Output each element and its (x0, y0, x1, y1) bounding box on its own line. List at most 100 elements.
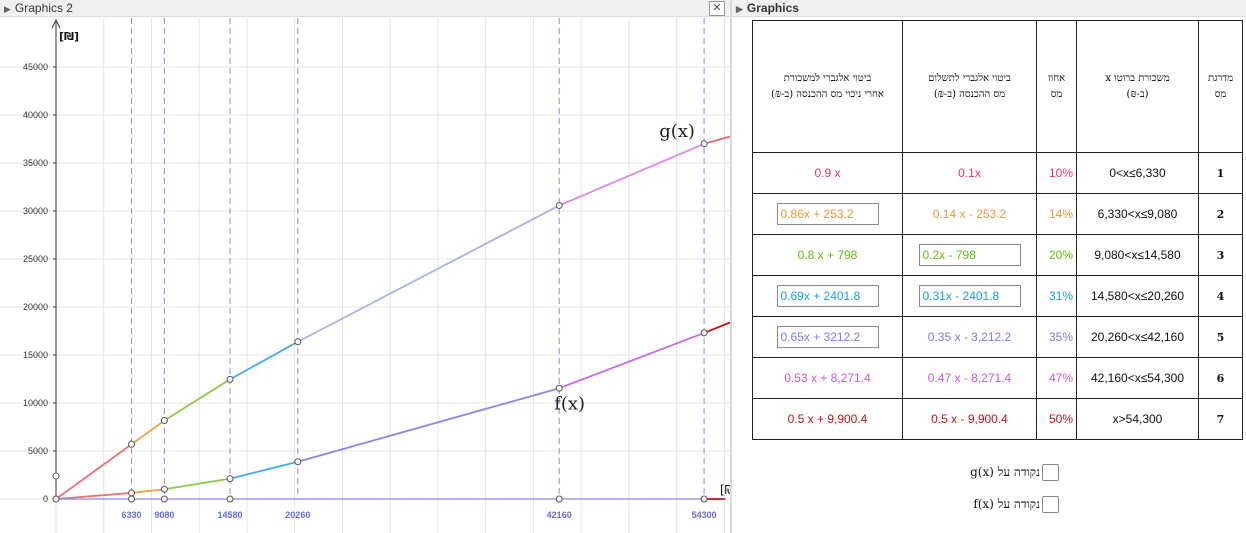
collapse-triangle-icon[interactable]: ▶ (736, 4, 743, 14)
graphics-2-titlebar[interactable]: ▶ Graphics 2 ✕ (0, 0, 731, 17)
header-tax-expression: ביטוי אלגברי לתשלום מס ההכנסה (ב-₪) (902, 20, 1037, 153)
tax-expression-cell-text[interactable]: 0.2x - 798 (918, 244, 1021, 266)
graph-canvas[interactable]: 0 5000 10000 15000 20000 25000 30000 35000 40000… (0, 18, 730, 533)
x-tick-label: 14580 (218, 510, 243, 520)
net-expression-cell: 0.5 x + 9,900.4 (752, 398, 903, 440)
tax-percent-cell: 10% (1036, 152, 1077, 194)
f-series-point[interactable] (226, 475, 234, 483)
f-series-point[interactable] (294, 458, 302, 466)
tax-expression-cell[interactable]: 0.2x - 798 (902, 234, 1037, 276)
bracket-number-cell: 5 (1198, 316, 1243, 358)
axis-point[interactable] (700, 495, 708, 503)
bracket-number-cell: 2 (1198, 193, 1243, 235)
f-series-segment (558, 332, 705, 390)
g-series-segment (297, 204, 560, 343)
net-expression-cell[interactable]: 0.69x + 2401.8 (752, 275, 903, 317)
table-header-row: ביטוי אלגברי למשכורת אחרי ניכוי מס ההכנסה… (752, 20, 1243, 153)
table-row: 0.5 x + 9,900.4 0.5 x - 9,900.4 50% x>54,30… (752, 398, 1243, 440)
f-series-point[interactable] (160, 485, 168, 493)
x-tick-label: 6330 (122, 510, 142, 520)
origin-point[interactable] (52, 495, 60, 503)
net-expression-cell[interactable]: 0.65x + 3212.2 (752, 316, 903, 358)
g-series-point[interactable] (128, 440, 136, 448)
bracket-number-cell: 6 (1198, 357, 1243, 399)
header-tax-percent: אחוז מס (1036, 20, 1077, 153)
y-axis-point[interactable] (52, 472, 60, 480)
bracket-number-cell-text: 2 (1216, 207, 1225, 221)
axis-point[interactable] (128, 495, 136, 503)
gross-range-cell-text: 6,330<x≤9,080 (1097, 207, 1178, 221)
g-series-segment (558, 142, 705, 207)
net-expression-cell: 0.8 x + 798 (752, 234, 903, 276)
y-tick-label: 45000 (23, 62, 48, 72)
tax-expression-cell[interactable]: 0.31x - 2401.8 (902, 275, 1037, 317)
g-series-segment (229, 340, 299, 381)
g-series-point[interactable] (160, 417, 168, 425)
gross-range-cell-text: x>54,300 (1112, 412, 1163, 426)
bracket-number-cell: 3 (1198, 234, 1243, 276)
f-series-segment (703, 321, 730, 334)
f-series-point[interactable] (555, 384, 563, 392)
y-tick-label: 15000 (23, 350, 48, 360)
tax-expression-cell: 0.14 x - 253.2 (902, 193, 1037, 235)
bracket-number-cell-text: 3 (1216, 248, 1225, 262)
x-tick-label: 54300 (692, 510, 717, 520)
tax-percent-cell: 20% (1036, 234, 1077, 276)
graphics-title: Graphics (746, 1, 799, 15)
bracket-number-cell-text: 5 (1216, 330, 1225, 344)
g-series-segment (131, 419, 165, 446)
tax-expression-cell-text: 0.47 x - 8,271.4 (927, 371, 1012, 385)
net-expression-cell-text[interactable]: 0.86x + 253.2 (776, 203, 879, 225)
net-expression-cell-text[interactable]: 0.69x + 2401.8 (776, 285, 879, 307)
tax-expression-cell: 0.5 x - 9,900.4 (902, 398, 1037, 440)
tax-expression-cell-text: 0.14 x - 253.2 (932, 207, 1007, 221)
g-series-point[interactable] (555, 202, 563, 210)
axis-point[interactable] (160, 495, 168, 503)
tax-expression-cell: 0.47 x - 8,271.4 (902, 357, 1037, 399)
bracket-number-cell-text: 7 (1216, 412, 1225, 426)
gross-range-cell: 9,080<x≤14,580 (1076, 234, 1199, 276)
close-icon[interactable]: ✕ (709, 1, 725, 16)
graphics-titlebar[interactable]: ▶ Graphics (732, 0, 1246, 17)
net-expression-cell-text[interactable]: 0.65x + 3212.2 (776, 326, 879, 348)
net-expression-cell[interactable]: 0.86x + 253.2 (752, 193, 903, 235)
checkbox-g[interactable] (1042, 464, 1059, 481)
gross-range-cell: 42,160<x≤54,300 (1076, 357, 1199, 399)
gross-range-cell-text: 42,160<x≤54,300 (1091, 371, 1184, 385)
tax-expression-cell-text: 0.1x (958, 166, 981, 180)
y-tick-label: 10000 (23, 398, 48, 408)
tax-expression-cell-text: 0.5 x - 9,900.4 (931, 412, 1008, 426)
checkbox-f-label: נקודה על f(x) (973, 497, 1040, 511)
table-row: 0.53 x + 8,271.4 0.47 x - 8,271.4 47% 42,16… (752, 357, 1243, 399)
table-row: 0.9 x 0.1x 10% 0<x≤6,330 1 (752, 152, 1243, 194)
f-series-segment (55, 492, 132, 500)
tax-percent-cell: 31% (1036, 275, 1077, 317)
collapse-triangle-icon[interactable]: ▶ (4, 4, 11, 14)
g-series-point[interactable] (700, 140, 708, 148)
panel-divider[interactable] (730, 0, 732, 533)
gross-range-cell-text: 0<x≤6,330 (1109, 166, 1166, 180)
bracket-number-cell-text: 4 (1216, 289, 1225, 303)
f-series-point[interactable] (700, 329, 708, 337)
table-row: 0.65x + 3212.2 0.35 x - 3,212.2 35% 20,260<… (752, 316, 1243, 358)
graphics-2-panel: ▶ Graphics 2 ✕ 0 5000 10000 15000 20000 25000 3… (0, 0, 731, 533)
f-series-segment (229, 460, 299, 480)
axis-point[interactable] (555, 495, 563, 503)
tax-expression-cell: 0.1x (902, 152, 1037, 194)
g-series-segment (703, 135, 730, 145)
tax-expression-cell-text[interactable]: 0.31x - 2401.8 (918, 285, 1021, 307)
checkbox-g-label: נקודה על g(x) (970, 465, 1040, 479)
gross-range-cell: x>54,300 (1076, 398, 1199, 440)
tax-percent-cell-text: 14% (1048, 207, 1073, 221)
g-series-point[interactable] (226, 375, 234, 383)
f-series-point[interactable] (128, 489, 136, 497)
header-net-expression: ביטוי אלגברי למשכורת אחרי ניכוי מס ההכנסה… (752, 20, 903, 153)
y-tick-label: 25000 (23, 254, 48, 264)
g-series-point[interactable] (294, 338, 302, 346)
axis-point[interactable] (226, 495, 234, 503)
checkbox-f[interactable] (1042, 496, 1059, 513)
net-expression-cell-text: 0.9 x (814, 166, 841, 180)
y-tick-label: 5000 (28, 446, 48, 456)
gross-range-cell: 0<x≤6,330 (1076, 152, 1199, 194)
tax-percent-cell-text: 47% (1048, 371, 1073, 385)
